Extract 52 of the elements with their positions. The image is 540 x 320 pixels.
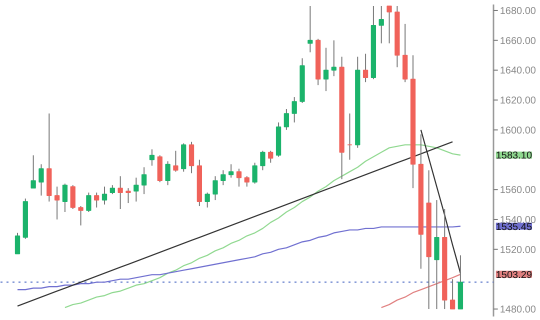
candlestick xyxy=(134,177,139,202)
y-tick-label: 1620.00 xyxy=(500,96,536,107)
candlestick xyxy=(118,176,123,210)
candlestick xyxy=(181,142,186,172)
y-tick-label: 1660.00 xyxy=(500,36,536,47)
candlestick xyxy=(308,5,313,53)
text: 1583.10 xyxy=(496,150,532,162)
candlestick xyxy=(14,232,20,254)
candlestick xyxy=(188,141,194,174)
y-tick-label: 1680.00 xyxy=(500,6,536,17)
candlestick xyxy=(157,154,162,183)
candlestick xyxy=(362,53,368,83)
candlestick xyxy=(126,188,131,204)
candlestick xyxy=(54,186,60,220)
y-tick-label: 1480.00 xyxy=(500,304,536,316)
y-tick-label: 1560.00 xyxy=(500,185,536,196)
candlestick xyxy=(323,47,329,92)
candlestick xyxy=(228,164,234,178)
candlestick xyxy=(204,192,210,208)
y-tick-label: 1520.00 xyxy=(500,244,536,256)
candlestick xyxy=(236,168,242,188)
line-series xyxy=(16,226,462,290)
candlestick xyxy=(141,166,147,195)
candlestick xyxy=(331,40,336,77)
line-series xyxy=(380,274,462,308)
candlestick xyxy=(212,176,218,201)
candlestick xyxy=(450,278,456,310)
candlestick xyxy=(30,154,36,189)
candlestick xyxy=(402,23,408,83)
candlestick xyxy=(165,160,170,186)
y-tick-label: 1640.00 xyxy=(500,66,536,77)
candlestick xyxy=(252,162,258,184)
candlestick xyxy=(386,5,392,44)
candlestick xyxy=(38,164,44,196)
candlestick xyxy=(434,200,440,310)
candlestick xyxy=(220,170,226,186)
candlestick xyxy=(62,183,68,212)
candlestick xyxy=(173,150,178,172)
candlestick xyxy=(260,150,266,171)
candlestick xyxy=(78,206,84,226)
candlestick xyxy=(94,192,100,208)
candlestick xyxy=(284,108,290,130)
candlestick xyxy=(378,5,384,44)
candlestick xyxy=(102,186,108,206)
candlestick xyxy=(244,176,250,188)
candlestick xyxy=(268,150,274,164)
candlestick xyxy=(86,192,92,212)
candlestick xyxy=(70,184,76,210)
y-tick-label: 1600.00 xyxy=(500,125,536,136)
candlestick xyxy=(292,96,297,123)
candlestick xyxy=(149,148,155,166)
text: 1503.29 xyxy=(496,270,532,281)
